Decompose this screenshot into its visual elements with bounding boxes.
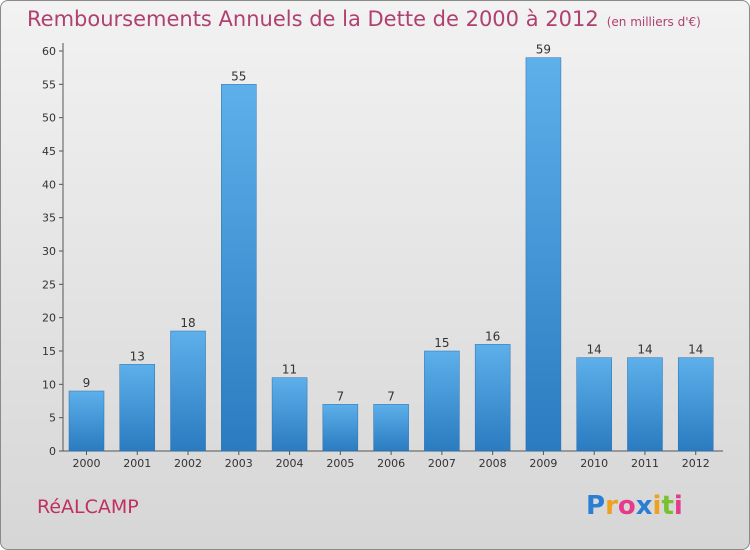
logo-letter: r bbox=[605, 491, 618, 521]
x-tick-label: 2000 bbox=[73, 457, 101, 470]
data-label: 7 bbox=[337, 389, 345, 403]
x-tick-label: 2012 bbox=[682, 457, 710, 470]
y-tick-label: 50 bbox=[42, 112, 56, 125]
x-tick-label: 2007 bbox=[428, 457, 456, 470]
x-tick-label: 2005 bbox=[326, 457, 354, 470]
bar bbox=[119, 364, 156, 452]
bar bbox=[68, 390, 105, 452]
y-tick-label: 10 bbox=[42, 378, 56, 391]
logo-letter: o bbox=[617, 491, 636, 521]
x-tick-label: 2003 bbox=[225, 457, 253, 470]
x-tick-label: 2001 bbox=[123, 457, 151, 470]
bar bbox=[271, 377, 308, 452]
logo-letter: i bbox=[673, 491, 683, 521]
bar bbox=[221, 84, 257, 452]
y-tick-label: 35 bbox=[42, 212, 56, 225]
bar bbox=[576, 357, 612, 452]
logo-letter: x bbox=[635, 491, 653, 521]
data-label: 7 bbox=[387, 389, 395, 403]
y-tick-label: 15 bbox=[42, 345, 56, 358]
y-tick-label: 45 bbox=[42, 145, 56, 158]
data-label: 16 bbox=[485, 329, 500, 343]
x-tick-label: 2004 bbox=[276, 457, 304, 470]
data-label: 18 bbox=[180, 316, 195, 330]
y-tick-label: 0 bbox=[49, 445, 56, 458]
bar bbox=[627, 357, 663, 452]
y-tick-label: 30 bbox=[42, 245, 56, 258]
x-tick-label: 2009 bbox=[529, 457, 557, 470]
data-label: 14 bbox=[587, 343, 602, 357]
logo-letter: P bbox=[586, 491, 606, 521]
data-label: 14 bbox=[637, 343, 652, 357]
y-tick-label: 20 bbox=[42, 312, 56, 325]
data-label: 9 bbox=[83, 376, 91, 390]
y-tick-label: 40 bbox=[42, 178, 56, 191]
x-tick-label: 2008 bbox=[479, 457, 507, 470]
data-label: 55 bbox=[231, 69, 246, 83]
logo-letter: t bbox=[661, 491, 674, 521]
data-label: 14 bbox=[688, 343, 703, 357]
y-tick-label: 55 bbox=[42, 78, 56, 91]
y-tick-label: 60 bbox=[42, 45, 56, 58]
data-label: 11 bbox=[282, 363, 297, 377]
data-label: 13 bbox=[130, 349, 145, 363]
x-tick-label: 2010 bbox=[580, 457, 608, 470]
data-label: 15 bbox=[434, 336, 449, 350]
bar bbox=[322, 404, 359, 452]
y-tick-label: 25 bbox=[42, 278, 56, 291]
bar bbox=[677, 357, 714, 452]
bar bbox=[170, 330, 206, 452]
title-unit: (en milliers d'€) bbox=[606, 15, 701, 29]
data-label: 59 bbox=[536, 43, 551, 57]
x-tick-label: 2006 bbox=[377, 457, 405, 470]
bar bbox=[525, 57, 562, 452]
y-tick-label: 5 bbox=[49, 412, 56, 425]
bar bbox=[474, 344, 511, 452]
x-tick-label: 2011 bbox=[631, 457, 659, 470]
title-main: Remboursements Annuels de la Dette de 20… bbox=[27, 7, 599, 31]
logo-letter: i bbox=[652, 491, 662, 521]
chart-title: Remboursements Annuels de la Dette de 20… bbox=[27, 7, 701, 31]
commune-name: RéALCAMP bbox=[37, 496, 139, 518]
bar bbox=[373, 404, 409, 452]
proxiti-logo: Proxiti bbox=[586, 491, 683, 521]
x-tick-label: 2002 bbox=[174, 457, 202, 470]
bar bbox=[424, 350, 460, 452]
